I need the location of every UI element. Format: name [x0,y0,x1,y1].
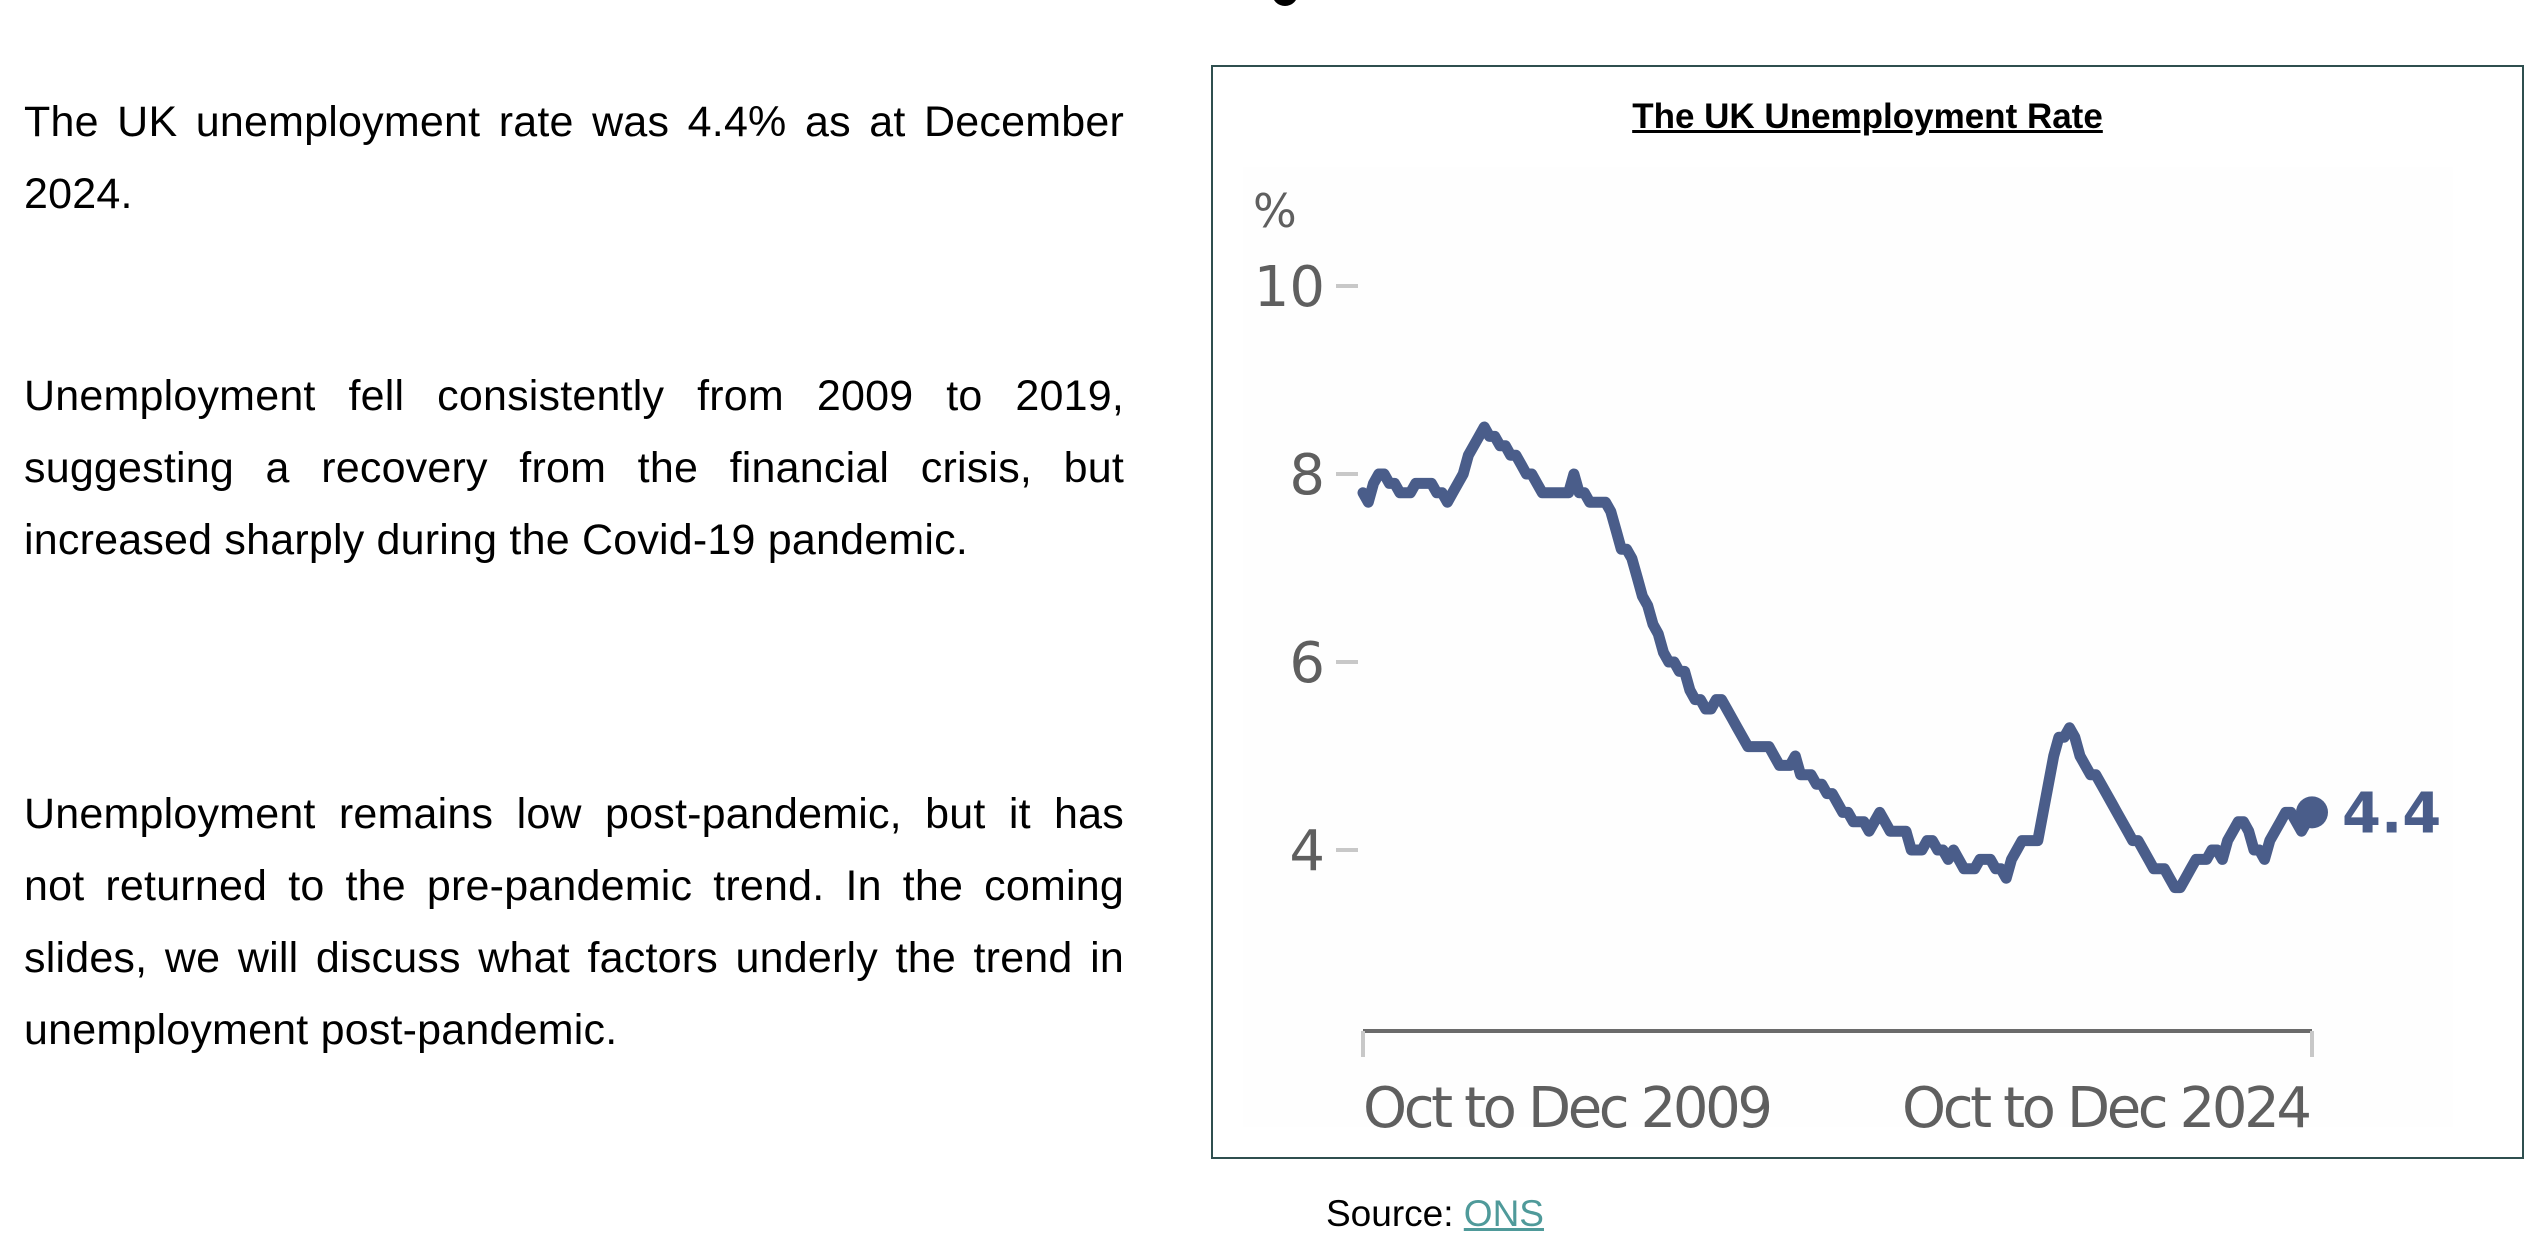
x-tick-label: Oct to Dec 2009 [1363,1076,1773,1141]
x-axis: Oct to Dec 2009 Oct to Dec 2024 [1361,1029,2314,1141]
end-value-label: 4.4 [2342,781,2441,846]
source-note: Source: ONS [1326,1193,1544,1235]
y-tick-label: 10 [1254,255,1325,320]
x-tick-label: Oct to Dec 2024 [1902,1076,2312,1141]
source-label: Source: [1326,1193,1454,1234]
end-point-marker [2296,796,2328,829]
y-tick-label: 6 [1289,631,1325,696]
chart-plot-background [1243,167,2453,1127]
source-link-ons[interactable]: ONS [1463,1193,1544,1234]
line-chart: % 4 6 8 10 Oct to Dec 2009 Oct to Dec 2024 4… [1253,184,2441,1141]
y-axis: 4 6 8 10 [1254,255,1358,884]
y-tick-label: 8 [1289,443,1325,508]
y-tick-label: 4 [1289,819,1325,884]
chart-title: The UK Unemployment Rate [1632,97,2103,136]
paragraph-trend-2009-2019: Unemployment fell consistently from 2009… [24,372,1124,564]
paragraph-current-rate: The UK unemployment rate was 4.4% as at … [24,98,1124,218]
paragraph-post-pandemic: Unemployment remains low post-pandemic, … [24,790,1124,1054]
y-axis-unit-label: % [1253,184,1297,238]
chart-container: The UK Unemployment Rate % 4 6 8 10 Oct to … [1211,65,2524,1159]
title-fragment [1272,0,1298,6]
series-line-unemployment [1357,421,2318,894]
